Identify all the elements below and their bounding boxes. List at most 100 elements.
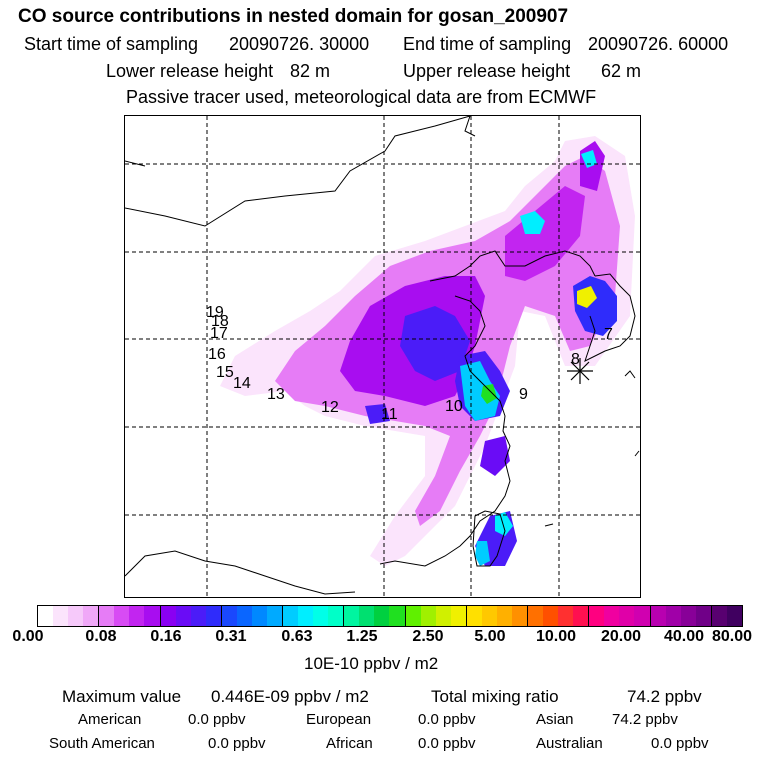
max-value: 0.446E-09 ppbv / m2: [211, 687, 369, 706]
colorbar-tick-label: 5.00: [474, 628, 506, 645]
region-value: 0.0 ppbv: [418, 735, 476, 752]
colorbar-swatch: [604, 606, 620, 626]
trajectory-label: 15: [216, 364, 234, 381]
concentration-field: [220, 136, 635, 566]
colorbar-swatch: [129, 606, 145, 626]
region-value: 74.2 ppbv: [612, 711, 678, 728]
colorbar-unit: 10E-10 ppbv / m2: [304, 654, 439, 673]
colorbar-swatch: [344, 606, 360, 626]
region-value: 0.0 ppbv: [188, 711, 246, 728]
total-mixing-label: Total mixing ratio: [431, 687, 559, 706]
trajectory-label: 13: [267, 386, 285, 403]
colorbar-tick-label: 2.50: [412, 628, 444, 645]
colorbar-swatch: [389, 606, 406, 626]
lower-height-label: Lower release height: [106, 61, 274, 81]
colorbar-swatch: [190, 606, 206, 626]
colorbar-swatch: [251, 606, 267, 626]
trajectory-label: 19: [206, 304, 224, 321]
colorbar-swatch: [619, 606, 635, 626]
region-value: 0.0 ppbv: [208, 735, 266, 752]
region-value: 0.0 ppbv: [651, 735, 709, 752]
colorbar-swatch: [405, 606, 421, 626]
colorbar-swatch: [298, 606, 314, 626]
colorbar-swatch: [374, 606, 390, 626]
trajectory-label: 16: [208, 346, 226, 363]
colorbar-swatch: [511, 606, 528, 626]
trajectory-label: 9: [519, 386, 528, 403]
region-name: Australian: [536, 735, 603, 752]
colorbar-swatch: [435, 606, 451, 626]
region-name: African: [326, 735, 373, 752]
region-value: 0.0 ppbv: [418, 711, 476, 728]
colorbar-tick-label: 40.00: [663, 628, 705, 645]
total-mixing-value: 74.2 ppbv: [627, 687, 702, 706]
trajectory-label: 17: [210, 325, 228, 342]
trajectory-label: 18: [211, 313, 229, 330]
colorbar-swatch: [650, 606, 666, 626]
colorbar-swatch: [221, 606, 237, 626]
lower-height-value: 82 m: [290, 61, 331, 81]
plot-title: CO source contributions in nested domain…: [18, 6, 569, 27]
trajectory-label: 7: [604, 326, 613, 343]
colorbar-swatch: [695, 606, 712, 626]
start-time-label: Start time of sampling: [24, 34, 199, 54]
colorbar-swatch: [313, 606, 329, 626]
colorbar-swatch: [711, 606, 727, 626]
colorbar-swatch: [665, 606, 681, 626]
upper-height-label: Upper release height: [403, 61, 571, 81]
colorbar-swatch: [283, 606, 299, 626]
trajectory-label: 12: [321, 399, 339, 416]
colorbar-swatch: [328, 606, 345, 626]
colorbar-swatch: [114, 606, 130, 626]
colorbar-swatch: [450, 606, 467, 626]
colorbar-swatch: [496, 606, 512, 626]
colorbar-tick-label: 0.63: [281, 628, 313, 645]
start-time-value: 20090726. 30000: [229, 34, 370, 54]
colorbar-swatch: [359, 606, 375, 626]
colorbar-swatch: [144, 606, 161, 626]
colorbar-tick-label: 1.25: [346, 628, 378, 645]
colorbar-swatch: [236, 606, 252, 626]
trajectory-label: 11: [381, 406, 398, 423]
colorbar-swatch: [680, 606, 696, 626]
colorbar-swatch: [420, 606, 436, 626]
colorbar-tick-label: 0.16: [150, 628, 182, 645]
colorbar-swatch: [53, 606, 69, 626]
colorbar-swatch: [466, 606, 482, 626]
colorbar-swatch: [543, 606, 559, 626]
colorbar-swatch: [83, 606, 100, 626]
colorbar-swatch: [205, 606, 222, 626]
colorbar-swatch: [528, 606, 544, 626]
colorbar-swatch: [160, 606, 176, 626]
colorbar-swatch: [266, 606, 283, 626]
colorbar-swatch: [68, 606, 84, 626]
trajectory-label: 8: [571, 351, 580, 368]
upper-height-value: 62 m: [601, 61, 642, 81]
colorbar-swatch: [634, 606, 651, 626]
coastlines: [125, 116, 640, 595]
end-time-value: 20090726. 60000: [588, 34, 729, 54]
receptor-asterisk-icon: [567, 358, 593, 384]
trajectory-label: 10: [445, 398, 463, 415]
colorbar-swatch: [726, 606, 742, 626]
region-name: Asian: [536, 711, 574, 728]
colorbar-swatch: [38, 606, 54, 626]
max-value-label: Maximum value: [62, 687, 182, 706]
colorbar-swatch: [573, 606, 590, 626]
tracer-note: Passive tracer used, meteorological data…: [126, 87, 597, 107]
colorbar-swatch: [175, 606, 191, 626]
colorbar-tick-label: 80.00: [711, 628, 753, 645]
map-panel: 19 18 17 16 15 14 13 12 11 10 9 8 7: [124, 115, 641, 598]
colorbar-swatch: [558, 606, 574, 626]
colorbar-swatch: [589, 606, 605, 626]
trajectory-labels: 19 18 17 16 15 14 13 12 11 10 9 8 7: [206, 304, 613, 423]
colorbar-tick-label: 0.08: [85, 628, 117, 645]
region-name: South American: [49, 735, 155, 752]
end-time-label: End time of sampling: [403, 34, 572, 54]
colorbar: [37, 605, 743, 627]
colorbar-tick-label: 0.31: [215, 628, 247, 645]
colorbar-tick-label: 20.00: [600, 628, 642, 645]
region-name: American: [78, 711, 142, 728]
colorbar-tick-label: 0.00: [12, 628, 44, 645]
colorbar-tick-label: 10.00: [535, 628, 577, 645]
